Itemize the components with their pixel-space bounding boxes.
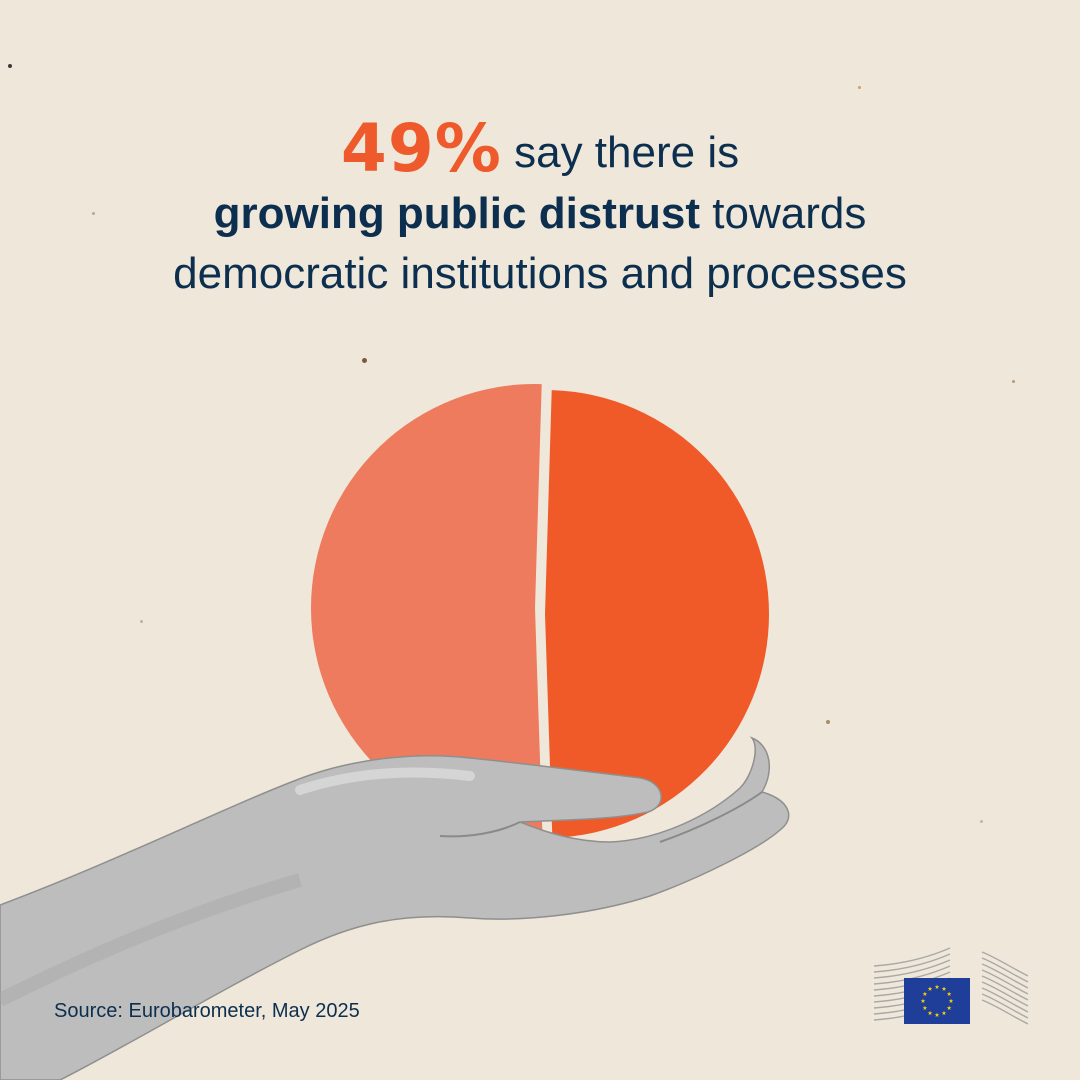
headline-line-2: growing public distrust towards [0, 184, 1080, 244]
logo-building-lines [873, 947, 1029, 1025]
headline-percentage: 49% [340, 110, 502, 187]
headline-line-1-text: say there is [514, 128, 740, 177]
hand-shape [0, 736, 790, 1080]
eu-star-icon [920, 998, 926, 1003]
headline-line-2-text: towards [712, 189, 867, 238]
eu-star-icon [946, 1005, 952, 1010]
eu-star-icon [922, 991, 928, 996]
wrist-shade [0, 873, 302, 1007]
eu-flag-stars [920, 984, 954, 1017]
eu-star-icon [941, 986, 947, 991]
finger-line [659, 791, 763, 843]
headline: 49% say there is growing public distrust… [0, 116, 1080, 304]
eu-star-icon [934, 984, 940, 989]
source-note: Source: Eurobarometer, May 2025 [54, 1000, 360, 1022]
headline-line-1: 49% say there is [0, 116, 1080, 184]
european-commission-logo [873, 947, 1029, 1025]
hand-crease [439, 821, 521, 838]
pie-slices [311, 384, 770, 838]
eu-star-icon [946, 991, 952, 996]
eu-star-icon [922, 1005, 928, 1010]
eu-star-icon [927, 986, 933, 991]
hand-icon [0, 736, 790, 1080]
pie-slice-2 [311, 384, 543, 832]
eu-star-icon [948, 998, 954, 1003]
hand-highlight [295, 767, 475, 795]
eu-star-icon [941, 1010, 947, 1016]
eu-star-icon [927, 1010, 933, 1016]
eu-star-icon [934, 1012, 940, 1017]
headline-emphasis: growing public distrust [213, 189, 701, 238]
headline-line-3: democratic institutions and processes [173, 249, 907, 298]
pie-slice-1 [545, 390, 770, 838]
